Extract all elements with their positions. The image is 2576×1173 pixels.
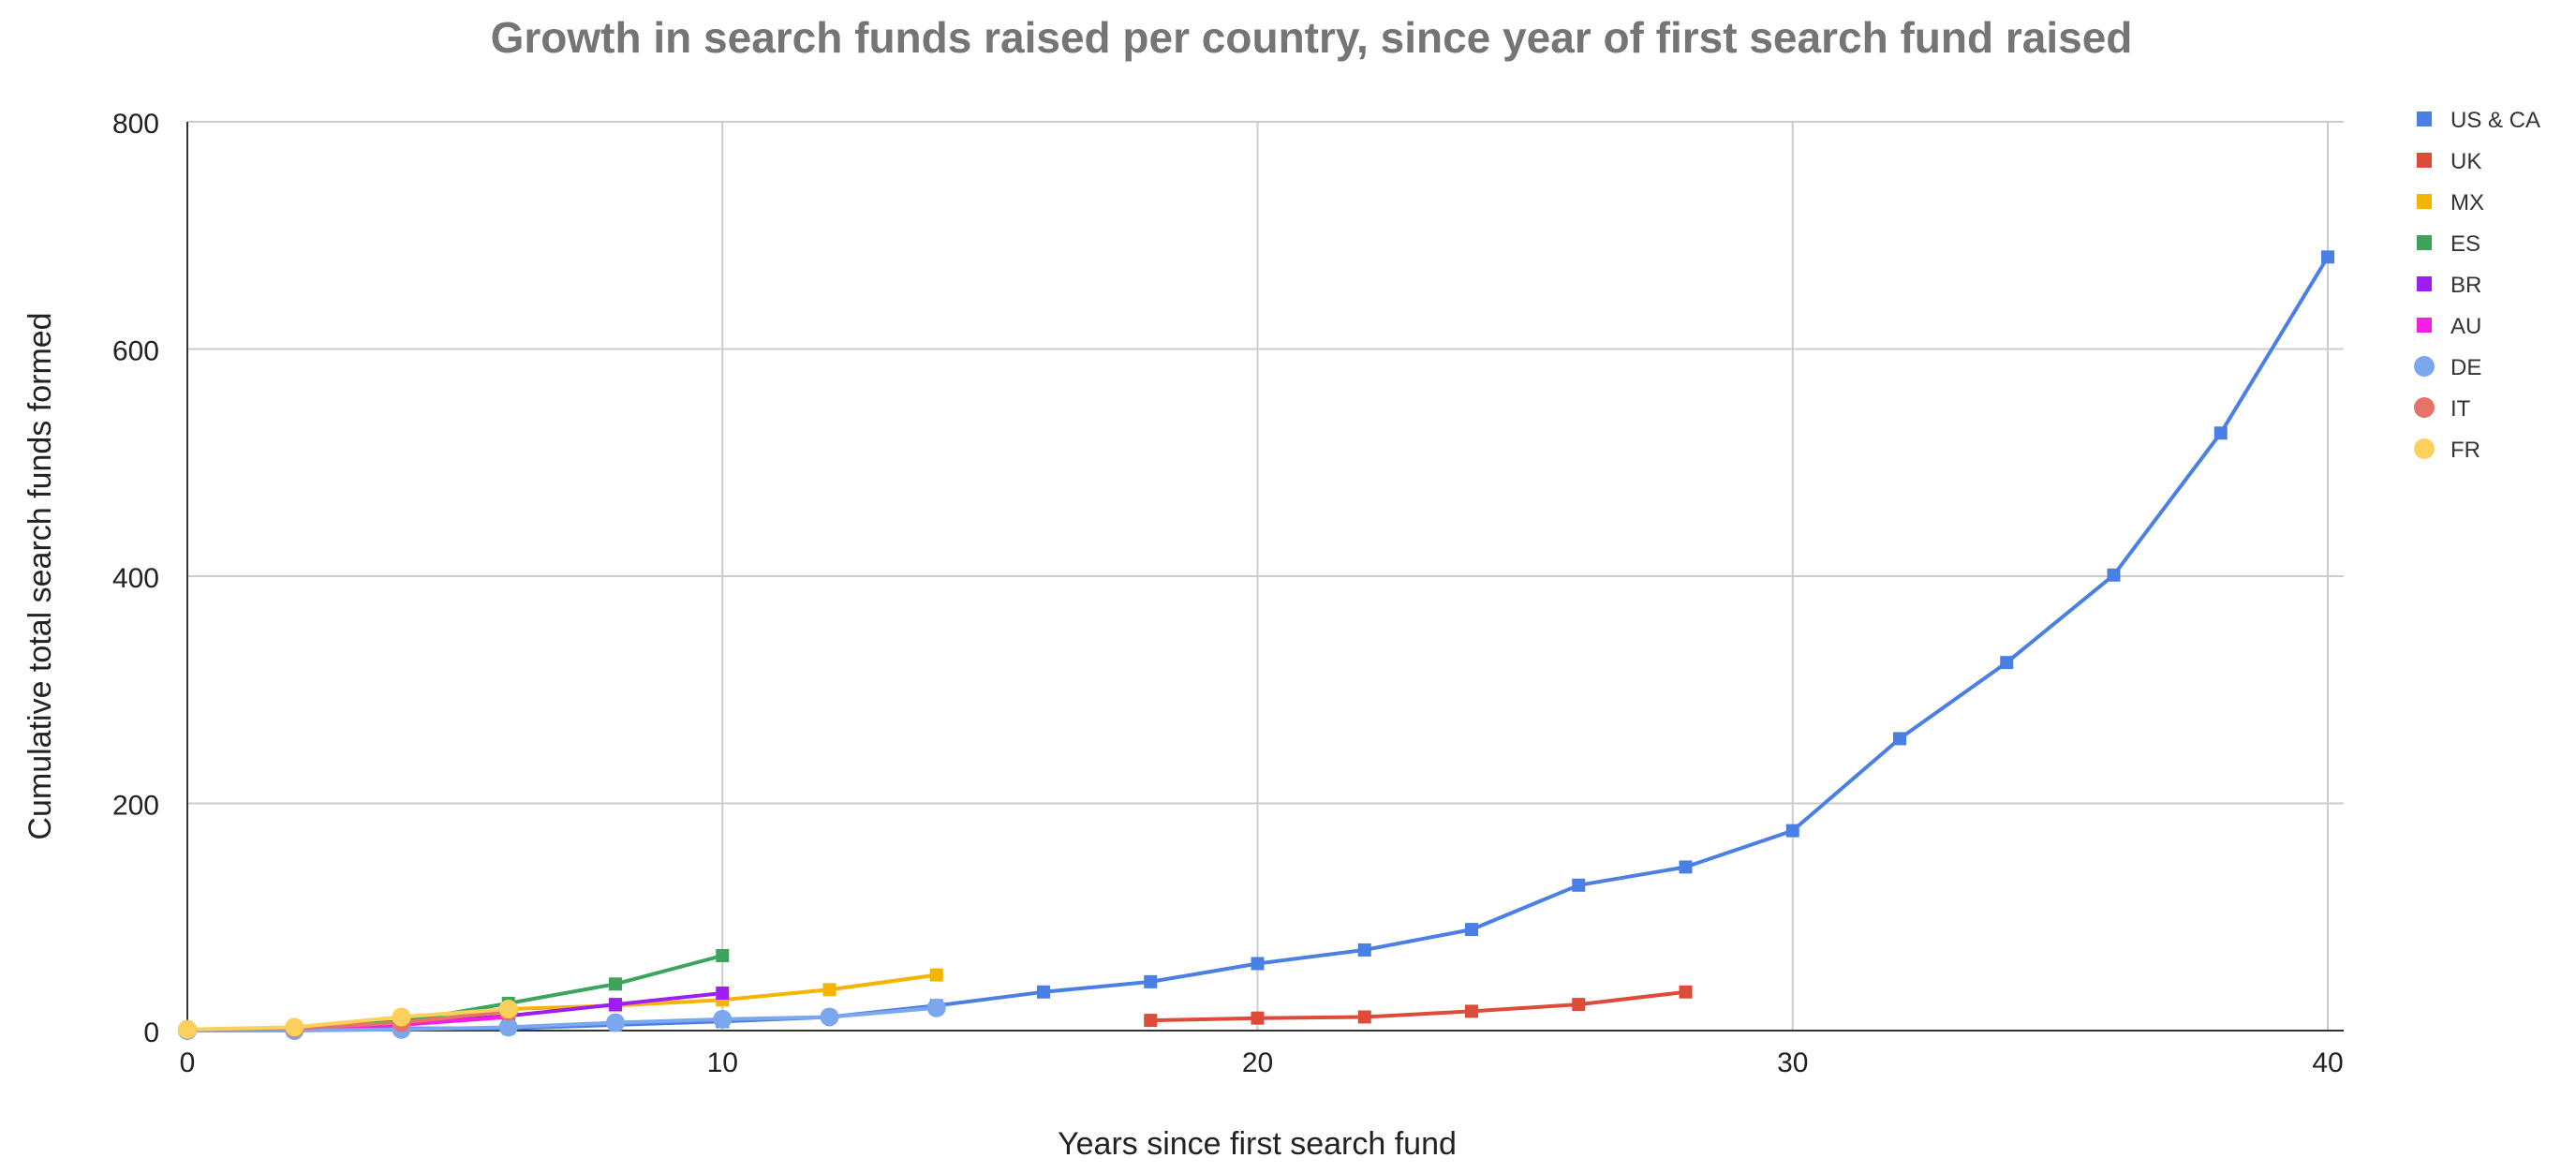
y-axis-label: Cumulative total search funds formed — [22, 312, 58, 839]
data-point-es — [716, 948, 730, 962]
grid — [187, 121, 2344, 1031]
data-point-fr — [392, 1007, 411, 1027]
legend-label-it: IT — [2450, 396, 2471, 422]
legend-swatch-au — [2417, 318, 2432, 333]
data-point-us-ca — [1785, 824, 1799, 838]
data-point-us-ca — [1037, 985, 1050, 999]
data-point-us-ca — [2000, 656, 2014, 670]
data-point-uk — [1144, 1014, 1158, 1028]
data-point-de — [606, 1013, 625, 1032]
data-point-de — [820, 1007, 839, 1027]
legend-label-br: BR — [2450, 273, 2481, 298]
legend-swatch-uk — [2417, 153, 2432, 168]
data-point-fr — [285, 1017, 304, 1037]
legend-swatch-es — [2417, 235, 2432, 250]
legend-label-fr: FR — [2450, 438, 2480, 463]
data-point-uk — [1251, 1011, 1265, 1025]
series-lines — [185, 255, 2330, 1032]
data-point-br — [609, 998, 622, 1012]
data-point-us-ca — [1465, 923, 1478, 937]
data-point-fr — [498, 999, 518, 1018]
x-tick-label: 20 — [1242, 1047, 1273, 1078]
series-line-fr — [185, 1007, 511, 1032]
data-point-br — [716, 986, 730, 1000]
chart-title: Growth in search funds raised per countr… — [491, 13, 2133, 62]
series-line-uk — [1148, 989, 1688, 1023]
data-point-mx — [822, 983, 836, 997]
legend-swatch-de — [2414, 356, 2435, 377]
data-point-us-ca — [1893, 732, 1906, 746]
data-point-us-ca — [1144, 974, 1158, 988]
legend-label-de: DE — [2450, 355, 2481, 380]
series-markers — [178, 250, 2334, 1040]
y-tick-label: 600 — [112, 336, 159, 367]
legend-label-uk: UK — [2450, 149, 2481, 174]
data-point-us-ca — [1251, 957, 1265, 971]
tick-labels: 0 200 400 600 800 0 10 20 30 40 — [112, 109, 2344, 1078]
data-point-us-ca — [2107, 568, 2121, 582]
y-tick-label: 800 — [112, 109, 159, 140]
legend: US & CA UK MX ES BR AU DE IT FR — [2414, 108, 2540, 463]
x-tick-label: 40 — [2312, 1047, 2343, 1078]
data-point-us-ca — [1357, 943, 1371, 957]
data-point-uk — [1465, 1004, 1478, 1018]
x-tick-label: 10 — [707, 1047, 738, 1078]
data-point-uk — [1357, 1010, 1371, 1024]
legend-label-es: ES — [2450, 231, 2480, 257]
data-point-us-ca — [1679, 860, 1693, 874]
data-point-uk — [1679, 985, 1693, 999]
axes — [186, 122, 2344, 1032]
data-point-fr — [178, 1019, 197, 1039]
legend-label-au: AU — [2450, 314, 2481, 339]
data-point-us-ca — [1572, 878, 1586, 892]
x-tick-label: 0 — [180, 1047, 196, 1078]
data-point-de — [926, 998, 946, 1017]
y-tick-label: 400 — [112, 563, 159, 594]
data-point-mx — [929, 968, 943, 982]
data-point-us-ca — [2213, 426, 2228, 440]
x-tick-label: 30 — [1777, 1047, 1808, 1078]
legend-swatch-br — [2417, 276, 2432, 291]
data-point-uk — [1572, 998, 1586, 1012]
data-point-de — [713, 1009, 733, 1029]
y-tick-label: 200 — [112, 791, 159, 822]
legend-swatch-it — [2414, 397, 2435, 418]
legend-swatch-mx — [2417, 194, 2432, 209]
data-point-us-ca — [2321, 250, 2334, 264]
data-point-es — [609, 977, 622, 991]
y-tick-label: 0 — [143, 1017, 159, 1048]
legend-swatch-us-ca — [2417, 111, 2432, 126]
legend-label-us-ca: US & CA — [2450, 108, 2540, 133]
legend-label-mx: MX — [2450, 190, 2484, 215]
x-axis-label: Years since first search fund — [1058, 1126, 1457, 1162]
series-line-de — [185, 1005, 939, 1032]
legend-swatch-fr — [2414, 438, 2435, 459]
data-point-de — [498, 1017, 518, 1037]
